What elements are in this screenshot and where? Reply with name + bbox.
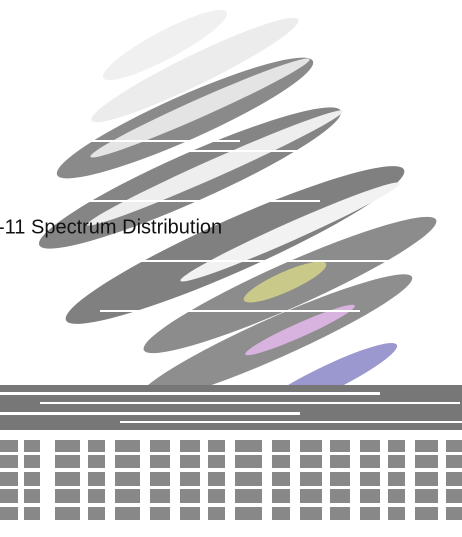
stripe-accent: [243, 261, 327, 303]
glitch-streaks: [40, 140, 420, 312]
logo-graphic: [0, 9, 462, 520]
band: [0, 385, 462, 430]
stripe: [65, 166, 405, 324]
stripe: [91, 17, 299, 123]
band-streaks: [0, 392, 462, 423]
stripe-accent: [245, 304, 355, 356]
letter-streaks: [0, 440, 462, 520]
stripe-highlight: [180, 182, 400, 282]
stripe-highlight: [90, 58, 310, 158]
stripe: [102, 9, 228, 81]
stripe-highlight: [87, 110, 343, 226]
caption: -11 Spectrum Distribution: [0, 216, 222, 238]
